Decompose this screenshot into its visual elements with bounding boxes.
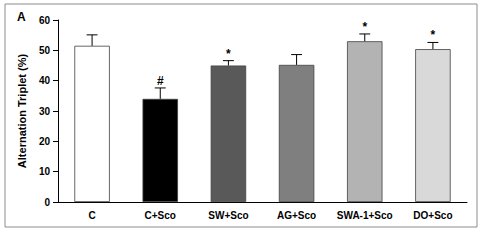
svg-text:20: 20 <box>39 136 51 147</box>
svg-text:*: * <box>226 47 231 61</box>
svg-text:C: C <box>88 210 95 221</box>
svg-text:60: 60 <box>39 15 51 26</box>
svg-text:*: * <box>431 28 436 42</box>
svg-text:SWA-1+Sco: SWA-1+Sco <box>337 210 393 221</box>
svg-text:10: 10 <box>39 166 51 177</box>
svg-text:Alternation Triplet (%): Alternation Triplet (%) <box>16 54 28 169</box>
svg-text:30: 30 <box>39 106 51 117</box>
svg-text:AG+Sco: AG+Sco <box>277 210 316 221</box>
svg-text:C+Sco: C+Sco <box>145 210 176 221</box>
svg-text:SW+Sco: SW+Sco <box>208 210 248 221</box>
svg-text:50: 50 <box>39 45 51 56</box>
svg-text:DO+Sco: DO+Sco <box>413 210 452 221</box>
svg-text:#: # <box>157 74 164 88</box>
svg-text:40: 40 <box>39 75 51 86</box>
svg-text:0: 0 <box>44 197 50 208</box>
svg-text:A: A <box>17 10 26 24</box>
svg-text:*: * <box>362 20 367 34</box>
